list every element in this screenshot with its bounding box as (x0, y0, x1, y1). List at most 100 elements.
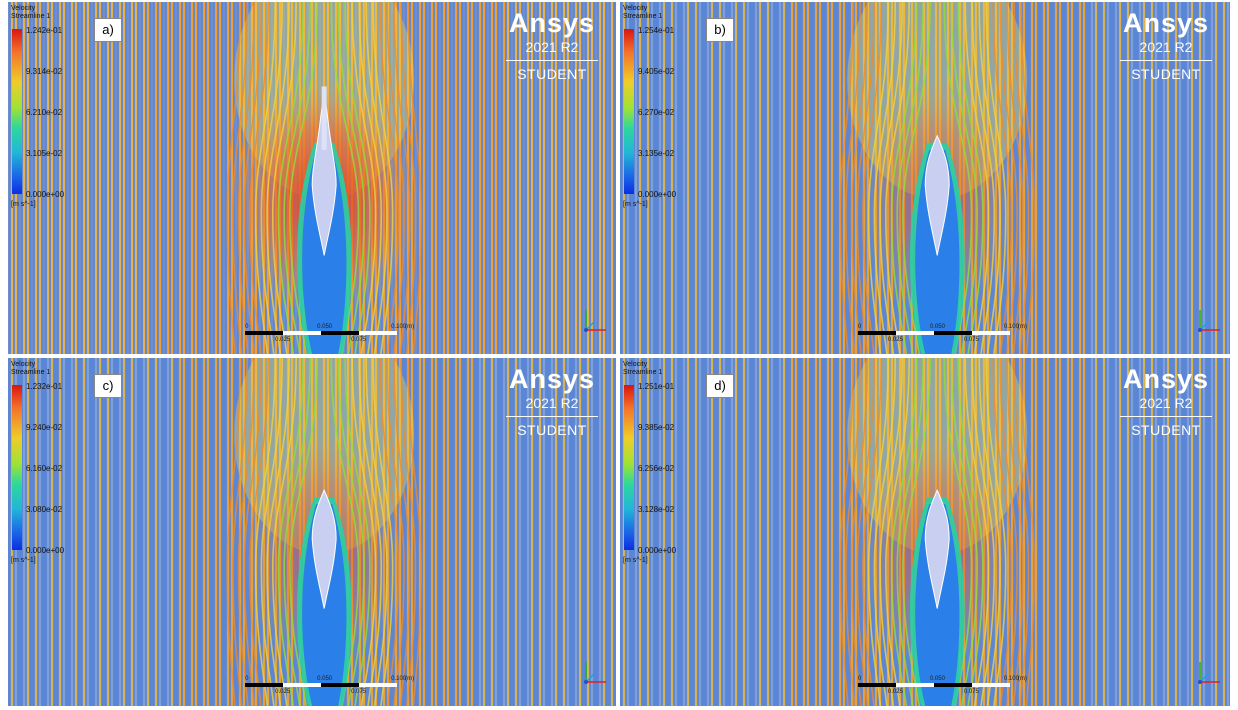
scale-segment (971, 683, 1010, 687)
legend-variable: Velocity (623, 5, 648, 12)
colorbar-tick-label: 3.105e-02 (26, 149, 63, 158)
axis-triad-icon (584, 662, 606, 684)
colorbar-tick-label: 1.232e-01 (26, 382, 63, 391)
brand-edition: STUDENT (1131, 66, 1201, 82)
axis-triad-icon (1198, 310, 1220, 332)
scale-segment (245, 331, 284, 335)
colorbar-tick-label: 9.314e-02 (26, 67, 63, 76)
flow-panel: Velocity Streamline 1 1.251e-01 9.385e-02 6.… (620, 358, 1230, 706)
brand-name: Ansys (508, 364, 596, 394)
scale-bar: 0 0.050 0.100 (m) 0.025 0.075 (245, 324, 415, 346)
streamline-field (8, 2, 614, 354)
scale-tick-label: 0.025 (887, 689, 903, 695)
legend-title: Velocity Streamline 1 (623, 5, 662, 21)
scale-tick-label: 0.050 (929, 324, 945, 330)
scale-tick-label: 0.075 (963, 689, 979, 695)
flow-panel: Velocity Streamline 1 1.254e-01 9.405e-02 6.… (620, 2, 1230, 354)
ansys-logo: Ansys 2021 R2 STUDENT (1114, 364, 1218, 438)
scale-tick-label: 0.025 (275, 689, 291, 695)
brand-divider (1120, 60, 1212, 61)
scale-tick-label: 0.025 (887, 337, 903, 343)
colorbar-tick-label: 9.385e-02 (638, 423, 675, 432)
brand-name: Ansys (1122, 8, 1210, 38)
panel-label: d) (706, 374, 734, 398)
brand-version: 2021 R2 (1139, 39, 1193, 55)
axis-triad-icon (1198, 662, 1220, 684)
scale-tick-label: 0.100 (391, 324, 407, 330)
brand-divider (506, 416, 598, 417)
scale-bar: 0 0.050 0.100 (m) 0.025 0.075 (245, 676, 415, 698)
legend-title: Velocity Streamline 1 (11, 5, 50, 21)
colorbar-tick-label: 3.135e-02 (638, 149, 675, 158)
scale-segment (971, 331, 1010, 335)
streamline-field (8, 358, 614, 706)
scale-tick-label: (m) (405, 676, 415, 682)
legend-subtitle: Streamline 1 (11, 13, 51, 20)
colorbar-tick-label: 0.000e+00 (26, 546, 65, 555)
scale-tick-label: 0.075 (351, 337, 367, 343)
colorbar (12, 29, 22, 194)
brand-name: Ansys (1122, 364, 1210, 394)
scale-bar: 0 0.050 0.100 (m) 0.025 0.075 (857, 676, 1028, 698)
colorbar (624, 385, 634, 550)
scale-segment (321, 683, 360, 687)
streamline-field (620, 2, 1230, 354)
scale-tick-label: 0 (245, 676, 249, 682)
panel-label: c) (94, 374, 122, 398)
scale-tick-label: 0 (857, 676, 862, 682)
colorbar (12, 385, 22, 550)
scale-tick-label: 0.050 (317, 324, 333, 330)
scale-segment (359, 331, 398, 335)
panel-label: a) (94, 18, 122, 42)
colorbar (624, 29, 634, 194)
brand-version: 2021 R2 (525, 39, 579, 55)
scale-tick-label: 0.050 (317, 676, 333, 682)
axis-triad-icon (584, 310, 606, 332)
scale-segment (283, 331, 322, 335)
body-shape (311, 488, 337, 609)
ansys-logo: Ansys 2021 R2 STUDENT (500, 8, 604, 82)
ansys-logo: Ansys 2021 R2 STUDENT (1114, 8, 1218, 82)
colorbar-tick-label: 0.000e+00 (26, 190, 65, 199)
colorbar-tick-label: 6.160e-02 (26, 464, 63, 473)
colorbar-tick-label: 9.405e-02 (638, 67, 675, 76)
legend-title: Velocity Streamline 1 (623, 361, 662, 377)
scale-segment (245, 683, 284, 687)
brand-version: 2021 R2 (1139, 395, 1193, 411)
legend-variable: Velocity (11, 5, 36, 12)
colorbar-tick-label: 1.242e-01 (26, 26, 63, 35)
streamline-field (620, 358, 1230, 706)
brand-divider (1120, 416, 1212, 417)
colorbar-unit: [m s^-1] (623, 201, 648, 208)
legend-variable: Velocity (623, 361, 648, 368)
colorbar-unit: [m s^-1] (11, 201, 36, 208)
brand-name: Ansys (508, 8, 596, 38)
scale-segment (359, 683, 398, 687)
scale-tick-label: (m) (1017, 676, 1027, 682)
scale-tick-label: 0.100 (1003, 324, 1019, 330)
scale-tick-label: 0.100 (391, 676, 407, 682)
brand-edition: STUDENT (1131, 422, 1201, 438)
scale-tick-label: 0 (245, 324, 249, 330)
brand-version: 2021 R2 (525, 395, 579, 411)
colorbar-tick-label: 1.254e-01 (638, 26, 675, 35)
colorbar-tick-label: 6.210e-02 (26, 108, 63, 117)
body-shape (924, 488, 950, 609)
flow-panel: Velocity Streamline 1 1.242e-01 9.314e-02 6.… (8, 2, 616, 354)
colorbar-tick-label: 1.251e-01 (638, 382, 675, 391)
colorbar-tick-label: 3.128e-02 (638, 505, 675, 514)
colorbar-tick-label: 6.256e-02 (638, 464, 675, 473)
flow-panel: Velocity Streamline 1 1.232e-01 9.240e-02 6.… (8, 358, 616, 706)
panel-label: b) (706, 18, 734, 42)
legend-subtitle: Streamline 1 (623, 369, 663, 376)
ansys-logo: Ansys 2021 R2 STUDENT (500, 364, 604, 438)
scale-tick-label: 0.050 (929, 676, 945, 682)
brand-edition: STUDENT (517, 422, 587, 438)
scale-tick-label: (m) (1017, 324, 1027, 330)
legend-subtitle: Streamline 1 (11, 369, 51, 376)
colorbar-tick-label: 9.240e-02 (26, 423, 63, 432)
scale-segment (895, 683, 934, 687)
scale-tick-label: 0.025 (275, 337, 291, 343)
colorbar-unit: [m s^-1] (623, 557, 648, 564)
scale-bar: 0 0.050 0.100 (m) 0.025 0.075 (857, 324, 1028, 346)
